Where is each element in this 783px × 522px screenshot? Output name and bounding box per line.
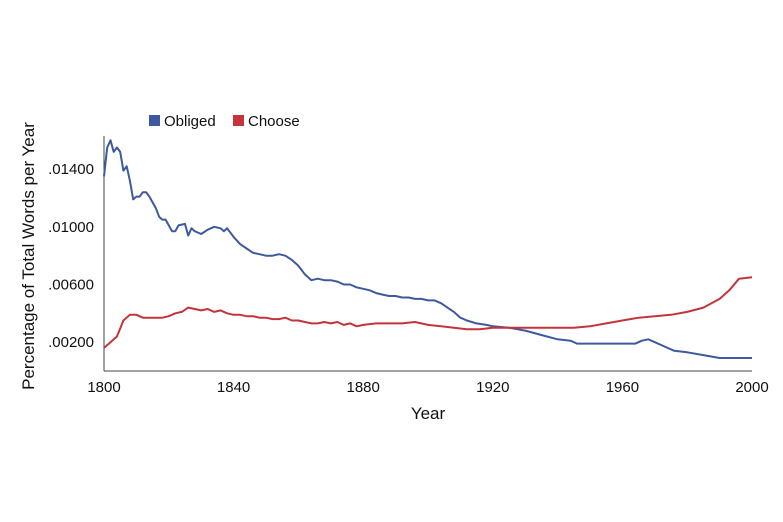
y-tick-label: .01400	[48, 161, 94, 178]
x-tick-labels: 1800 1840 1880 1920 1960 2000	[87, 379, 768, 396]
y-tick-label: .00600	[48, 276, 94, 293]
x-tick-label: 1960	[606, 379, 639, 396]
x-axis-title: Year	[411, 404, 446, 423]
legend: Obliged Choose	[149, 113, 300, 130]
x-tick-label: 1920	[476, 379, 509, 396]
x-tick-label: 1880	[347, 379, 380, 396]
legend-swatch-obliged	[149, 115, 160, 126]
x-tick-label: 2000	[735, 379, 768, 396]
legend-label-choose: Choose	[248, 113, 300, 130]
x-tick-label: 1840	[217, 379, 250, 396]
series-line-obliged	[103, 139, 752, 359]
series-lines	[103, 139, 753, 359]
x-tick-label: 1800	[87, 379, 120, 396]
y-tick-labels: .00200 .00600 .01000 .01400	[48, 161, 94, 351]
legend-label-obliged: Obliged	[164, 113, 216, 130]
legend-swatch-choose	[233, 115, 244, 126]
series-line-choose	[103, 276, 753, 349]
y-axis-title: Percentage of Total Words per Year	[19, 122, 38, 390]
y-tick-label: .01000	[48, 219, 94, 236]
y-tick-label: .00200	[48, 334, 94, 351]
